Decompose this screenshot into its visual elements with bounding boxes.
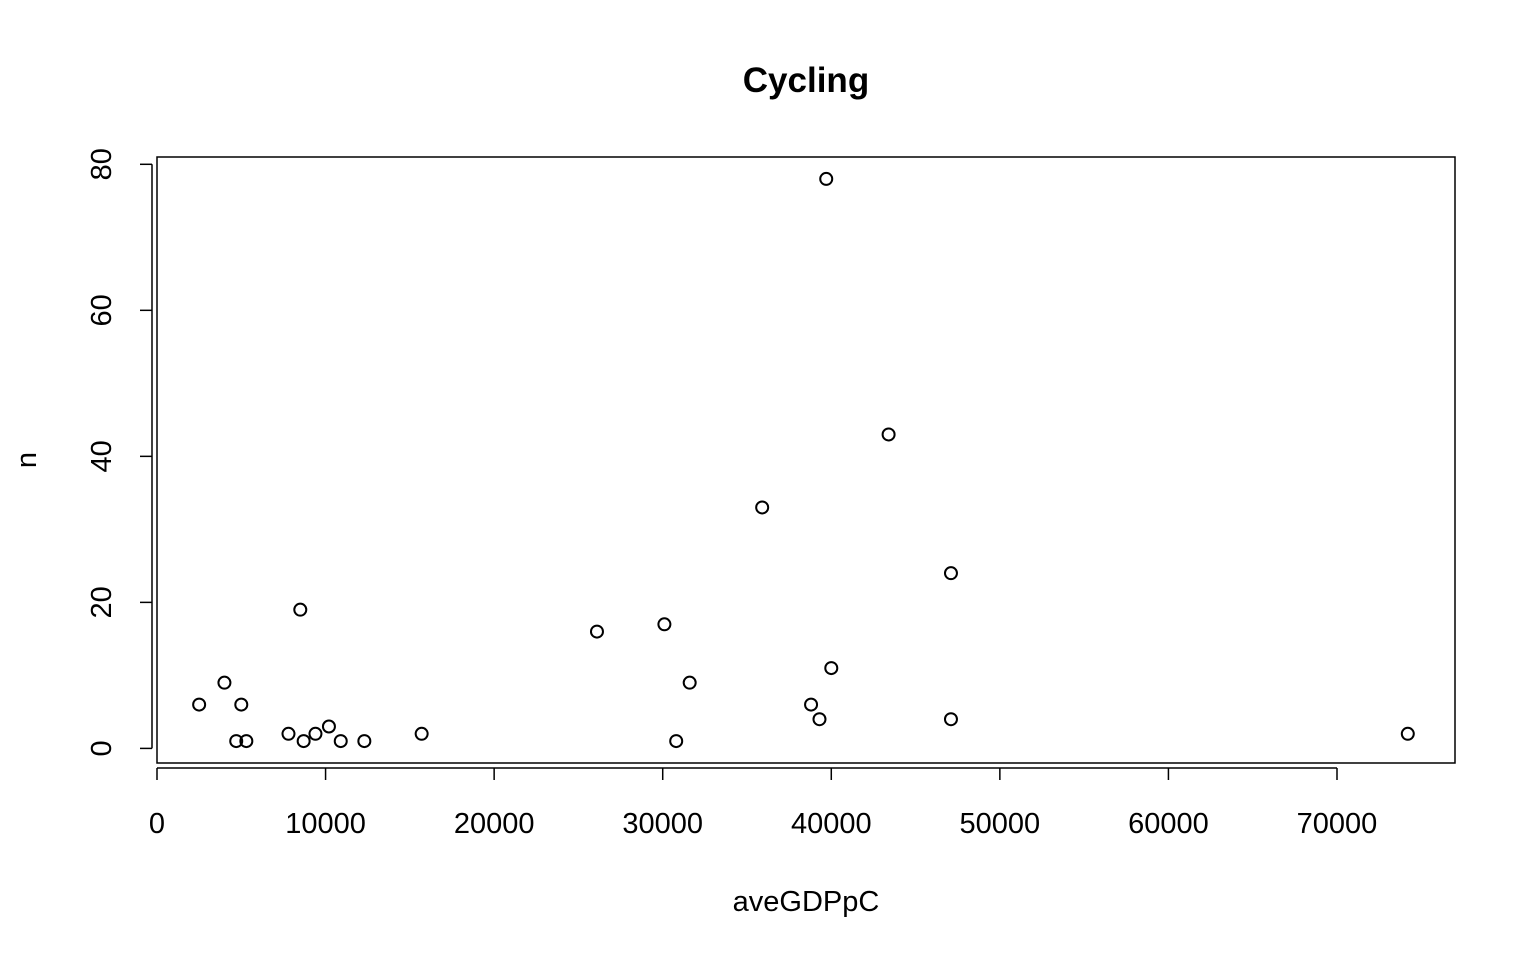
data-point <box>321 719 336 734</box>
x-tick-label: 60000 <box>1128 808 1209 840</box>
x-tick-label: 70000 <box>1297 808 1378 840</box>
data-point <box>192 697 207 712</box>
x-tick-label: 30000 <box>622 808 703 840</box>
x-tick-label: 10000 <box>285 808 366 840</box>
x-axis: 0 10000 20000 30000 40000 50000 60000 70000 <box>149 767 1378 840</box>
data-point <box>589 624 604 639</box>
data-point <box>812 712 827 727</box>
data-point <box>669 734 684 749</box>
data-point <box>881 427 896 442</box>
x-tick-label: 40000 <box>791 808 872 840</box>
data-point <box>804 697 819 712</box>
data-point <box>308 726 323 741</box>
data-point <box>217 675 232 690</box>
x-axis-title: aveGDPpC <box>733 886 880 918</box>
data-point <box>234 697 249 712</box>
y-tick-label: 60 <box>86 294 118 326</box>
x-tick-label: 20000 <box>454 808 535 840</box>
chart-title: Cycling <box>743 61 869 100</box>
data-point <box>281 726 296 741</box>
data-point <box>357 734 372 749</box>
x-tick-label: 50000 <box>960 808 1041 840</box>
plot-frame <box>156 156 1456 764</box>
data-point <box>229 734 244 749</box>
data-point <box>296 734 311 749</box>
data-point <box>755 500 770 515</box>
data-point <box>943 712 958 727</box>
data-point <box>1400 726 1415 741</box>
data-point <box>824 661 839 676</box>
data-point <box>682 675 697 690</box>
y-tick-label: 20 <box>86 586 118 618</box>
y-axis-title: n <box>11 452 43 468</box>
data-point <box>657 617 672 632</box>
data-points <box>192 171 1415 749</box>
y-tick-label: 80 <box>86 148 118 180</box>
x-tick-label: 0 <box>149 808 165 840</box>
y-tick-label: 0 <box>86 740 118 756</box>
data-point <box>293 602 308 617</box>
data-point <box>414 726 429 741</box>
data-point <box>819 171 834 186</box>
data-point <box>333 734 348 749</box>
y-axis: 0 20 40 60 80 <box>86 148 153 756</box>
y-tick-label: 40 <box>86 440 118 472</box>
data-point <box>239 734 254 749</box>
data-point <box>943 566 958 581</box>
